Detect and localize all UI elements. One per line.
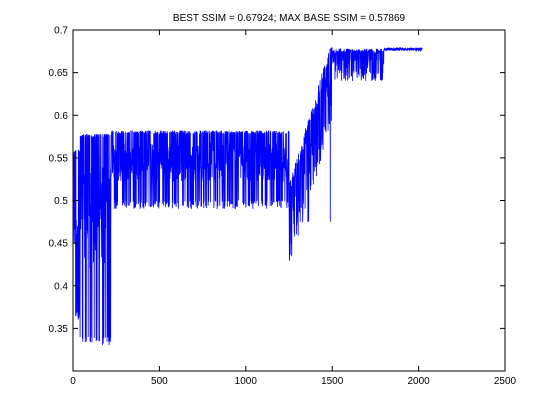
y-tick-label: 0.65 (49, 68, 69, 79)
y-tick-label: 0.45 (49, 239, 69, 250)
y-tick-label: 0.5 (54, 196, 68, 207)
y-tick-label: 0.55 (49, 153, 69, 164)
x-tick-label: 0 (70, 376, 76, 387)
y-tick-label: 0.7 (54, 26, 68, 37)
plot-area: 0 500 1000 1500 2000 2500 0.350.40.450.50.550… (49, 26, 517, 388)
x-tick-label: 2500 (494, 376, 517, 387)
x-tick-label: 1500 (321, 376, 344, 387)
series-line (72, 46, 423, 346)
y-tick-label: 0.6 (54, 111, 68, 122)
x-tick-label: 500 (151, 376, 168, 387)
series-layer (72, 46, 423, 346)
x-tick-label: 2000 (407, 376, 430, 387)
y-axis-ticks: 0.35 0.4 0.45 0.5 0.55 0.6 0.65 0.7 (49, 26, 505, 335)
x-tick-label: 1000 (235, 376, 258, 387)
y-tick-label: 0.4 (54, 281, 68, 292)
y-tick-label: 0.35 (49, 324, 69, 335)
x-axis-ticks: 0 500 1000 1500 2000 2500 (70, 30, 517, 387)
chart-title: BEST SSIM = 0.67924; MAX BASE SSIM = 0.5… (173, 13, 406, 24)
